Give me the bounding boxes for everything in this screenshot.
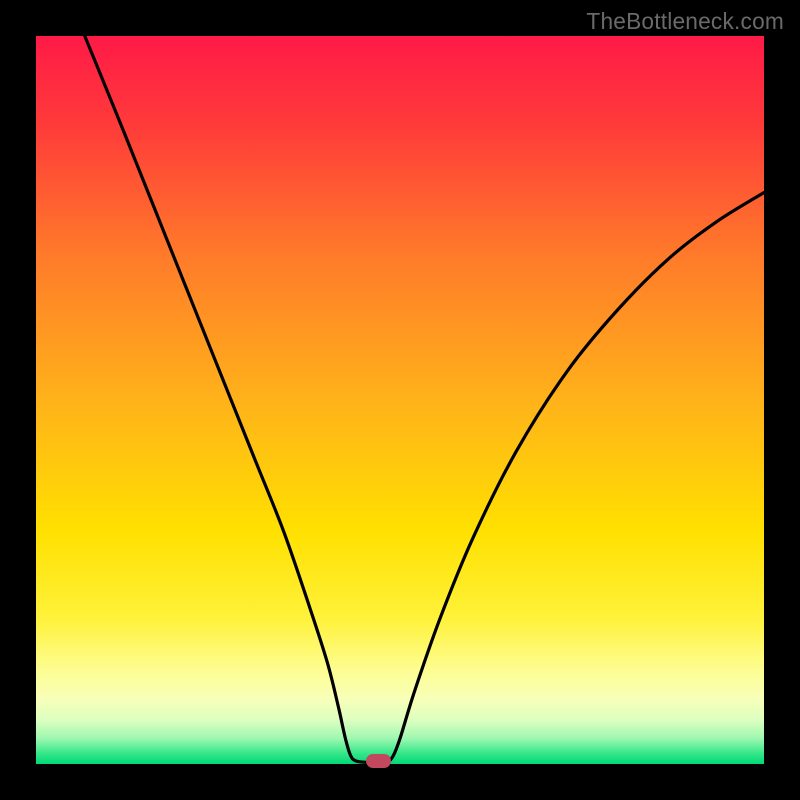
chart-frame: TheBottleneck.com — [0, 0, 800, 800]
bottleneck-curve — [36, 36, 764, 764]
plot-area — [36, 36, 764, 764]
optimal-point-marker — [366, 754, 391, 769]
watermark-text: TheBottleneck.com — [586, 8, 784, 35]
